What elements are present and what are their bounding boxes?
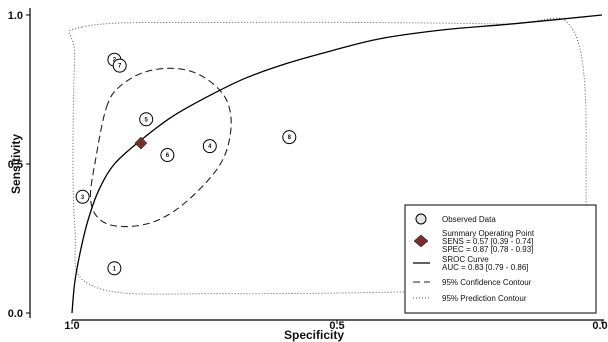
legend-observed-icon <box>415 213 427 225</box>
x-tick-label: 0.5 <box>329 320 344 332</box>
x-axis-title: Specificity <box>284 328 344 342</box>
confidence-contour-layer <box>89 67 232 228</box>
observed-point-label: 3 <box>81 195 85 201</box>
legend: Observed Data Summary Operating Point SE… <box>404 204 597 314</box>
summary-point-layer <box>134 136 148 150</box>
observed-point <box>139 112 154 127</box>
legend-observed-label: Observed Data <box>442 215 496 224</box>
observed-point <box>282 130 297 145</box>
observed-point-label: 4 <box>208 144 212 150</box>
observed-point <box>202 139 217 154</box>
y-axis-title: Sensitivity <box>9 134 23 194</box>
legend-sroc-auc: AUC = 0.83 [0.79 - 0.86] <box>442 263 529 272</box>
legend-summary-icon <box>413 234 429 248</box>
y-tick-label: 1.0 <box>8 10 23 22</box>
observed-point-label: 2 <box>113 58 117 64</box>
sroc-curve-layer <box>71 14 603 314</box>
prediction-contour <box>68 17 587 295</box>
observed-points-layer: 1 2 3 4 5 6 7 8 <box>75 52 297 276</box>
observed-point-label: 8 <box>288 135 292 141</box>
observed-point-label: 7 <box>118 64 122 70</box>
prediction-contour-layer <box>68 17 587 295</box>
x-tick-label: 1.0 <box>64 320 79 332</box>
legend-box <box>404 204 597 314</box>
observed-point <box>112 58 127 73</box>
confidence-contour <box>89 67 232 228</box>
legend-summary-label: Summary Operating Point <box>442 229 535 238</box>
legend-summary-sens: SENS = 0.57 [0.39 - 0.74] <box>442 237 533 246</box>
summary-operating-point <box>134 136 148 150</box>
y-tick-label: 0.5 <box>8 159 23 171</box>
legend-confidence-label: 95% Confidence Contour <box>442 278 532 287</box>
legend-prediction-label: 95% Prediction Contour <box>442 294 527 303</box>
legend-summary-spec: SPEC = 0.87 [0.78 - 0.93] <box>442 245 533 254</box>
y-tick-label: 0.0 <box>8 308 23 320</box>
observed-point <box>75 189 90 204</box>
observed-point <box>107 261 122 276</box>
sroc-curve <box>71 14 603 314</box>
observed-point-label: 1 <box>113 266 117 272</box>
observed-point-label: 6 <box>166 153 170 159</box>
legend-sroc-label: SROC Curve <box>442 255 489 264</box>
observed-point <box>160 148 175 163</box>
x-tick-label: 0.0 <box>592 320 607 332</box>
observed-point-label: 5 <box>145 117 149 123</box>
